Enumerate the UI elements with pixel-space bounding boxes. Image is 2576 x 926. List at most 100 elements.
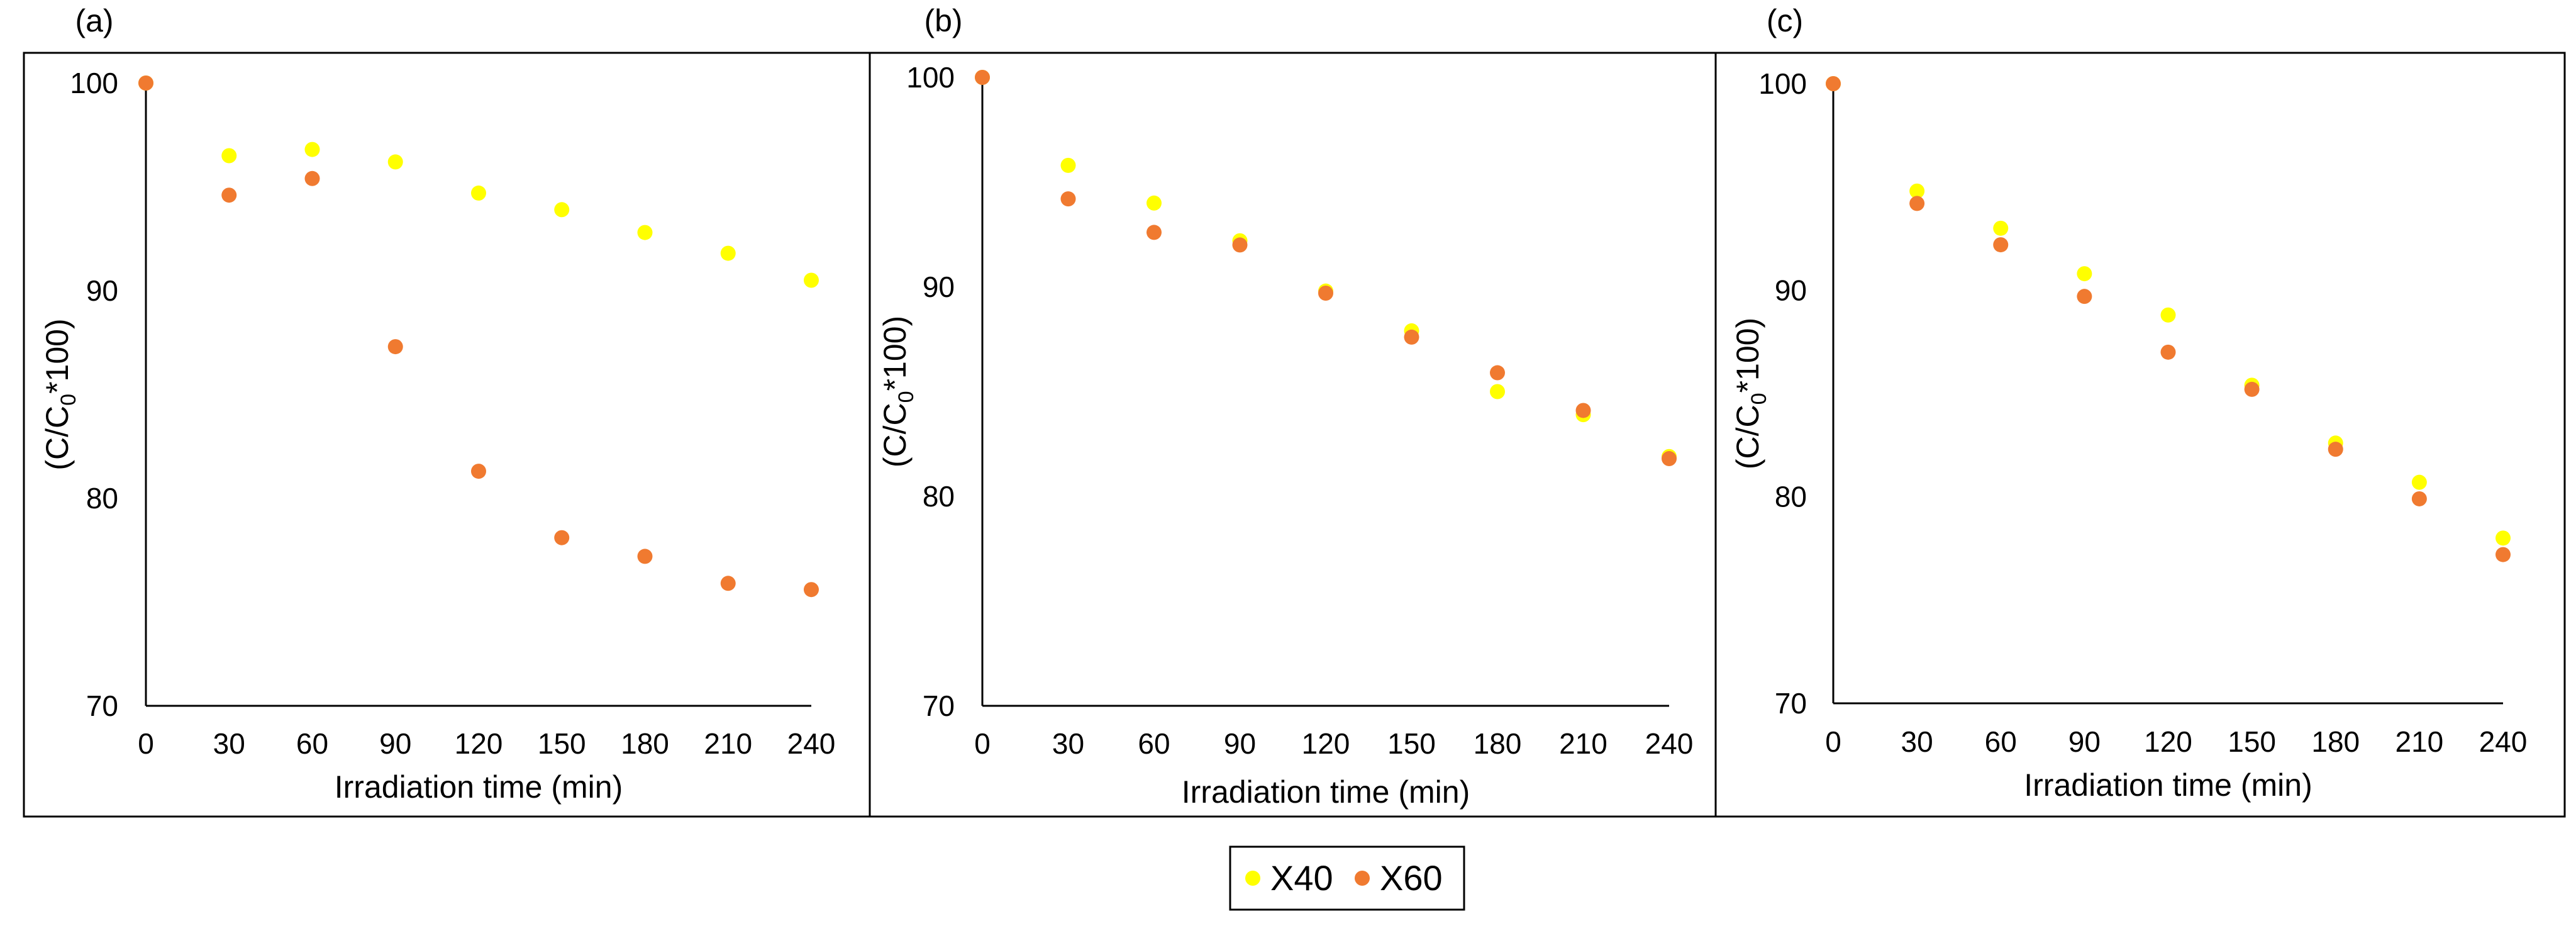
panel-frame [869, 52, 1717, 818]
data-point-x60 [471, 464, 486, 479]
chart-panel-3: (c) 0 30 60 90 120 150 180 210 240 70 80 90 100 Irradi… [1714, 3, 2566, 818]
data-point-x40 [720, 245, 736, 261]
data-point-x40 [2411, 474, 2427, 490]
y-tick-label: 80 [1775, 481, 1807, 513]
y-tick-label: 100 [70, 67, 118, 99]
data-point-x60 [221, 187, 237, 203]
data-point-x40 [1993, 220, 2009, 236]
data-point-x40 [1909, 183, 1925, 199]
chart-panel-2: (b) 0 30 60 90 120 150 180 210 240 70 80 90 100 Irradi… [869, 3, 1717, 818]
data-point-x60 [1232, 237, 1248, 253]
data-point-x40 [2077, 266, 2092, 282]
y-tick-label: 90 [86, 274, 118, 307]
x-tick-label: 210 [1559, 727, 1607, 760]
x-tick-label: 30 [213, 727, 245, 760]
data-point-x60 [1060, 191, 1076, 207]
x-tick-label: 30 [1052, 727, 1084, 760]
data-point-x60 [2244, 381, 2260, 397]
data-point-x40 [2160, 307, 2176, 323]
y-tick-label: 100 [906, 61, 955, 94]
data-point-x40 [1490, 384, 1505, 399]
panel-label: (c) [1767, 3, 1803, 38]
data-point-x60 [2160, 344, 2176, 360]
data-point-x40 [637, 225, 653, 240]
x-tick-label: 120 [455, 727, 503, 760]
legend-box [1229, 845, 1465, 911]
data-point-x40 [221, 148, 237, 164]
y-tick-label: 90 [923, 271, 955, 303]
y-tick-label: 80 [923, 480, 955, 513]
data-point-x40 [471, 185, 486, 201]
x-tick-label: 60 [296, 727, 328, 760]
data-point-x40 [387, 154, 403, 170]
data-point-x60 [1662, 451, 1677, 467]
x-tick-label: 150 [2228, 725, 2276, 758]
x-tick-label: 240 [787, 727, 836, 760]
y-axis-title: (C/C0*100) [1730, 318, 1771, 469]
data-point-x40 [2496, 530, 2511, 546]
data-point-x60 [1404, 329, 1419, 345]
data-point-x40 [1146, 195, 1162, 211]
y-tick-label: 70 [1775, 687, 1807, 720]
data-point-x60 [637, 549, 653, 564]
x-axis-title: Irradiation time (min) [1182, 774, 1470, 810]
chart-panel-1: (a) 0 30 60 90 120 150 180 210 240 70 80 90 100 Irradi… [23, 3, 871, 818]
x-tick-label: 30 [1901, 725, 1933, 758]
data-point-x60 [804, 582, 819, 598]
x-tick-label: 180 [621, 727, 669, 760]
x-axis-title: Irradiation time (min) [335, 769, 623, 805]
x-tick-label: 90 [2068, 725, 2101, 758]
y-axis-title: (C/C0*100) [877, 316, 918, 467]
panel-frame [1714, 52, 2566, 818]
data-point-x60 [1146, 225, 1162, 240]
data-point-x60 [2411, 491, 2427, 506]
data-point-x60 [1909, 196, 1925, 211]
x-tick-label: 120 [2144, 725, 2192, 758]
legend-label-x60: X60 [1380, 858, 1443, 898]
data-point-x40 [1060, 157, 1076, 173]
x-tick-label: 0 [1825, 725, 1841, 758]
data-point-x40 [804, 272, 819, 288]
data-point-x60 [387, 339, 403, 355]
y-axis-title: (C/C0*100) [40, 318, 80, 470]
legend-marker-x40 [1245, 871, 1260, 886]
data-point-x60 [1993, 237, 2009, 253]
y-tick-label: 100 [1758, 67, 1807, 100]
y-tick-label: 70 [86, 689, 118, 722]
data-point-x60 [720, 576, 736, 591]
data-point-x60 [2328, 442, 2343, 457]
x-tick-label: 210 [2396, 725, 2444, 758]
data-point-x60 [138, 75, 153, 91]
panel-label: (a) [75, 3, 113, 38]
data-point-x60 [1826, 76, 1841, 91]
data-point-x60 [1318, 285, 1333, 301]
panel-frame [23, 52, 871, 818]
x-tick-label: 180 [1474, 727, 1522, 760]
panel-label: (b) [924, 3, 962, 38]
x-tick-label: 120 [1302, 727, 1350, 760]
data-point-x60 [1575, 403, 1591, 418]
y-tick-label: 70 [923, 689, 955, 722]
x-tick-label: 150 [1387, 727, 1436, 760]
data-point-x60 [554, 530, 570, 545]
data-point-x40 [304, 142, 320, 157]
x-tick-label: 240 [1645, 727, 1694, 760]
x-tick-label: 240 [2479, 725, 2528, 758]
data-point-x60 [2496, 547, 2511, 562]
y-tick-label: 80 [86, 482, 118, 515]
data-point-x60 [1490, 365, 1505, 381]
x-tick-label: 210 [704, 727, 752, 760]
x-tick-label: 0 [974, 727, 991, 760]
x-tick-label: 0 [138, 727, 154, 760]
data-point-x60 [2077, 289, 2092, 304]
x-axis-title: Irradiation time (min) [2024, 767, 2312, 803]
x-tick-label: 180 [2311, 725, 2360, 758]
x-tick-label: 60 [1138, 727, 1170, 760]
legend-marker-x60 [1355, 871, 1370, 886]
x-tick-label: 150 [538, 727, 586, 760]
data-point-x60 [304, 170, 320, 186]
data-point-x60 [975, 70, 990, 85]
x-tick-label: 90 [379, 727, 411, 760]
